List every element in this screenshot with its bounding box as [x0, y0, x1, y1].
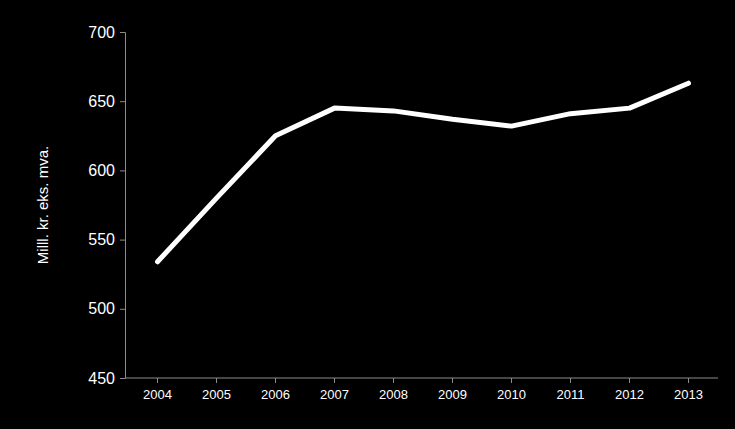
x-tick: 2007	[320, 378, 349, 402]
y-tick: 700	[88, 24, 125, 41]
x-tick: 2010	[497, 378, 526, 402]
y-tick-label: 700	[88, 24, 115, 41]
x-tick-mark	[570, 378, 571, 383]
x-tick-label: 2012	[615, 387, 644, 402]
x-tick-label: 2009	[438, 387, 467, 402]
y-tick-label: 650	[88, 93, 115, 110]
x-tick-mark	[511, 378, 512, 383]
x-tick-label: 2013	[674, 387, 703, 402]
y-tick: 650	[88, 93, 125, 110]
x-tick: 2004	[143, 378, 172, 402]
x-tick-label: 2011	[557, 387, 585, 402]
y-axis-line	[120, 33, 126, 379]
x-axis: 2004 2005 2006 2007 2008 2009 2010 2011 2012 2013	[125, 378, 718, 402]
y-tick-mark	[120, 240, 125, 241]
y-tick-mark	[120, 378, 125, 379]
x-tick: 2011	[557, 378, 585, 402]
x-tick-mark	[393, 378, 394, 383]
y-tick-mark	[120, 170, 125, 171]
y-tick-mark	[120, 32, 125, 33]
x-tick-label: 2010	[497, 387, 526, 402]
y-tick-mark	[120, 309, 125, 310]
y-axis-title: Milll. kr. eks. mva.	[34, 146, 51, 264]
x-tick: 2005	[202, 378, 231, 402]
x-tick-mark	[688, 378, 689, 383]
y-tick-label: 450	[88, 370, 115, 387]
x-tick-mark	[452, 378, 453, 383]
x-tick: 2006	[261, 378, 290, 402]
x-tick-label: 2007	[320, 387, 349, 402]
x-tick: 2009	[438, 378, 467, 402]
x-tick: 2008	[379, 378, 408, 402]
x-tick-mark	[216, 378, 217, 383]
y-axis: 450 500 550 600 650 700	[88, 24, 125, 387]
chart: 4505005506006507002004200520062007200820…	[0, 0, 735, 429]
x-tick-label: 2008	[379, 387, 408, 402]
x-tick-mark	[629, 378, 630, 383]
y-tick: 550	[88, 231, 125, 248]
x-tick-label: 2005	[202, 387, 231, 402]
x-tick-mark	[157, 378, 158, 383]
y-tick-label: 500	[88, 300, 115, 317]
background	[0, 0, 735, 429]
y-tick-label: 550	[88, 231, 115, 248]
y-tick: 500	[88, 300, 125, 317]
x-tick-label: 2006	[261, 387, 290, 402]
y-tick-label: 600	[88, 162, 115, 179]
x-tick-mark	[275, 378, 276, 383]
y-tick: 600	[88, 162, 125, 179]
x-tick-mark	[334, 378, 335, 383]
x-tick-label: 2004	[143, 387, 172, 402]
x-tick: 2013	[674, 378, 703, 402]
x-tick: 2012	[615, 378, 644, 402]
y-tick-mark	[120, 101, 125, 102]
y-tick: 450	[88, 370, 125, 387]
plot-area	[158, 83, 689, 262]
data-line	[158, 83, 689, 262]
